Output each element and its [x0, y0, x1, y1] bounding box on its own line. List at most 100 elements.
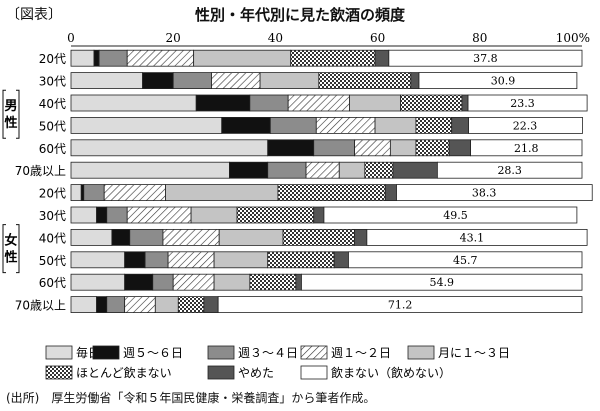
- bar-segment: [111, 228, 131, 246]
- data-label: 71.2: [388, 299, 413, 312]
- legend-label: やめた: [238, 366, 274, 380]
- group-label-char: 女: [4, 233, 17, 249]
- legend-swatch: [45, 365, 73, 380]
- bar-segment: [354, 228, 368, 246]
- bar-segment: [124, 296, 156, 314]
- legend-item: 週３～４日: [207, 345, 298, 360]
- legend-swatch: [300, 345, 328, 360]
- bar-segment: [269, 117, 317, 134]
- bar-segment: [415, 139, 450, 157]
- bar-segment: [70, 72, 143, 89]
- data-label: 23.3: [510, 97, 535, 110]
- bar-segment: [295, 273, 302, 291]
- bar-segment: [384, 184, 397, 202]
- legend-item: 週５～６日: [92, 345, 183, 360]
- data-label: 28.3: [497, 164, 522, 177]
- data-label: 21.8: [514, 142, 539, 155]
- legend-label: 週１～２日: [331, 346, 391, 360]
- data-label: 43.1: [460, 231, 485, 244]
- data-label: 30.9: [491, 75, 516, 88]
- bar-segment: [98, 49, 128, 67]
- category-label: 50代: [39, 254, 66, 268]
- x-tick-label: 100%: [556, 31, 590, 45]
- legend-swatch: [300, 365, 328, 380]
- category-label: 70歳以上: [15, 164, 66, 178]
- group-label: 男性: [2, 88, 20, 141]
- data-label: 54.9: [429, 276, 454, 289]
- group-label: 女性: [2, 222, 20, 275]
- bar-segment: [229, 161, 269, 179]
- bar-segment: [451, 117, 469, 134]
- x-tick-label: 20: [166, 31, 181, 45]
- category-label: 50代: [39, 119, 66, 133]
- bar-segment: [70, 184, 82, 202]
- bar-segment: [103, 184, 166, 202]
- bar-segment: [333, 251, 349, 269]
- bar-segment: [287, 94, 350, 112]
- legend-label: 飲まない（飲めない）: [331, 365, 451, 380]
- bar-segment: [213, 273, 251, 291]
- bar-segment: [374, 117, 417, 134]
- bar-segment: [70, 161, 230, 179]
- legend-item: ほとんど飲まない: [45, 365, 172, 380]
- category-label: 70歳以上: [15, 299, 66, 313]
- bar-segment: [470, 139, 583, 157]
- x-tick-label: 40: [268, 31, 283, 45]
- bar-segment: [70, 206, 97, 224]
- bar-segment: [167, 251, 215, 269]
- legend-swatch: [207, 365, 235, 380]
- bar-segment: [267, 139, 315, 157]
- bar-segment: [267, 251, 335, 269]
- data-label: 38.3: [472, 187, 497, 200]
- bar-segment: [313, 206, 325, 224]
- bar-segment: [177, 296, 205, 314]
- category-label: 30代: [39, 75, 66, 89]
- group-bracket: [2, 224, 6, 274]
- category-label: 60代: [39, 276, 66, 290]
- group-bracket: [16, 224, 20, 274]
- legend-swatch: [92, 345, 120, 360]
- bar-segment: [277, 184, 386, 202]
- bar-segment: [400, 94, 463, 112]
- bar-segment: [236, 206, 315, 224]
- bar-segment: [318, 72, 412, 89]
- bar-segment: [249, 94, 289, 112]
- chart-title: 性別・年代別に見た飲酒の頻度: [194, 6, 405, 24]
- bar-segment: [162, 228, 220, 246]
- bar-segment: [144, 251, 169, 269]
- figure-label: 〔図表〕: [6, 7, 62, 23]
- bar-segment: [436, 161, 583, 179]
- bar-segment: [221, 117, 271, 134]
- bar-segment: [93, 49, 100, 67]
- data-label: 45.7: [453, 254, 478, 267]
- category-label: 40代: [39, 231, 66, 245]
- bar-segment: [152, 273, 174, 291]
- bar-segment: [461, 94, 469, 112]
- bar-segment: [315, 117, 376, 134]
- bar-segment: [106, 206, 128, 224]
- group-bracket: [2, 89, 6, 139]
- group-label-char: 男: [4, 99, 17, 114]
- legend-swatch: [207, 345, 235, 360]
- bar-segment: [267, 161, 307, 179]
- bar-segment: [70, 49, 95, 67]
- group-label-bg: [3, 222, 19, 275]
- bar-segment: [249, 273, 297, 291]
- bar-segment: [106, 296, 126, 314]
- legend-label: 月に１～３日: [438, 346, 510, 360]
- bar-segment: [129, 228, 164, 246]
- data-label: 37.8: [473, 52, 498, 65]
- bar-segment: [203, 296, 219, 314]
- bar-segment: [165, 184, 279, 202]
- bar-segment: [96, 296, 108, 314]
- bar-segment: [211, 72, 261, 89]
- bar-segment: [126, 206, 192, 224]
- group-label-char: 性: [4, 115, 17, 131]
- bar-segment: [142, 72, 174, 89]
- legend-item: 月に１～３日: [407, 345, 510, 360]
- category-label: 30代: [39, 209, 66, 223]
- bar-segment: [448, 139, 472, 157]
- bar-segment: [313, 139, 356, 157]
- legend-label: 週３～４日: [238, 346, 298, 360]
